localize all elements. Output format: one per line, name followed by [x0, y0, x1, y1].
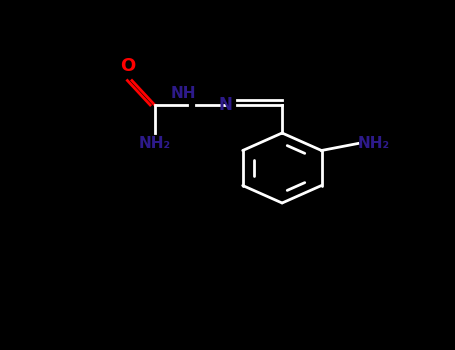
Text: NH: NH	[170, 86, 196, 102]
Text: N: N	[218, 96, 232, 114]
Text: O: O	[120, 57, 135, 75]
Text: NH₂: NH₂	[358, 136, 390, 151]
Text: NH₂: NH₂	[139, 136, 171, 152]
